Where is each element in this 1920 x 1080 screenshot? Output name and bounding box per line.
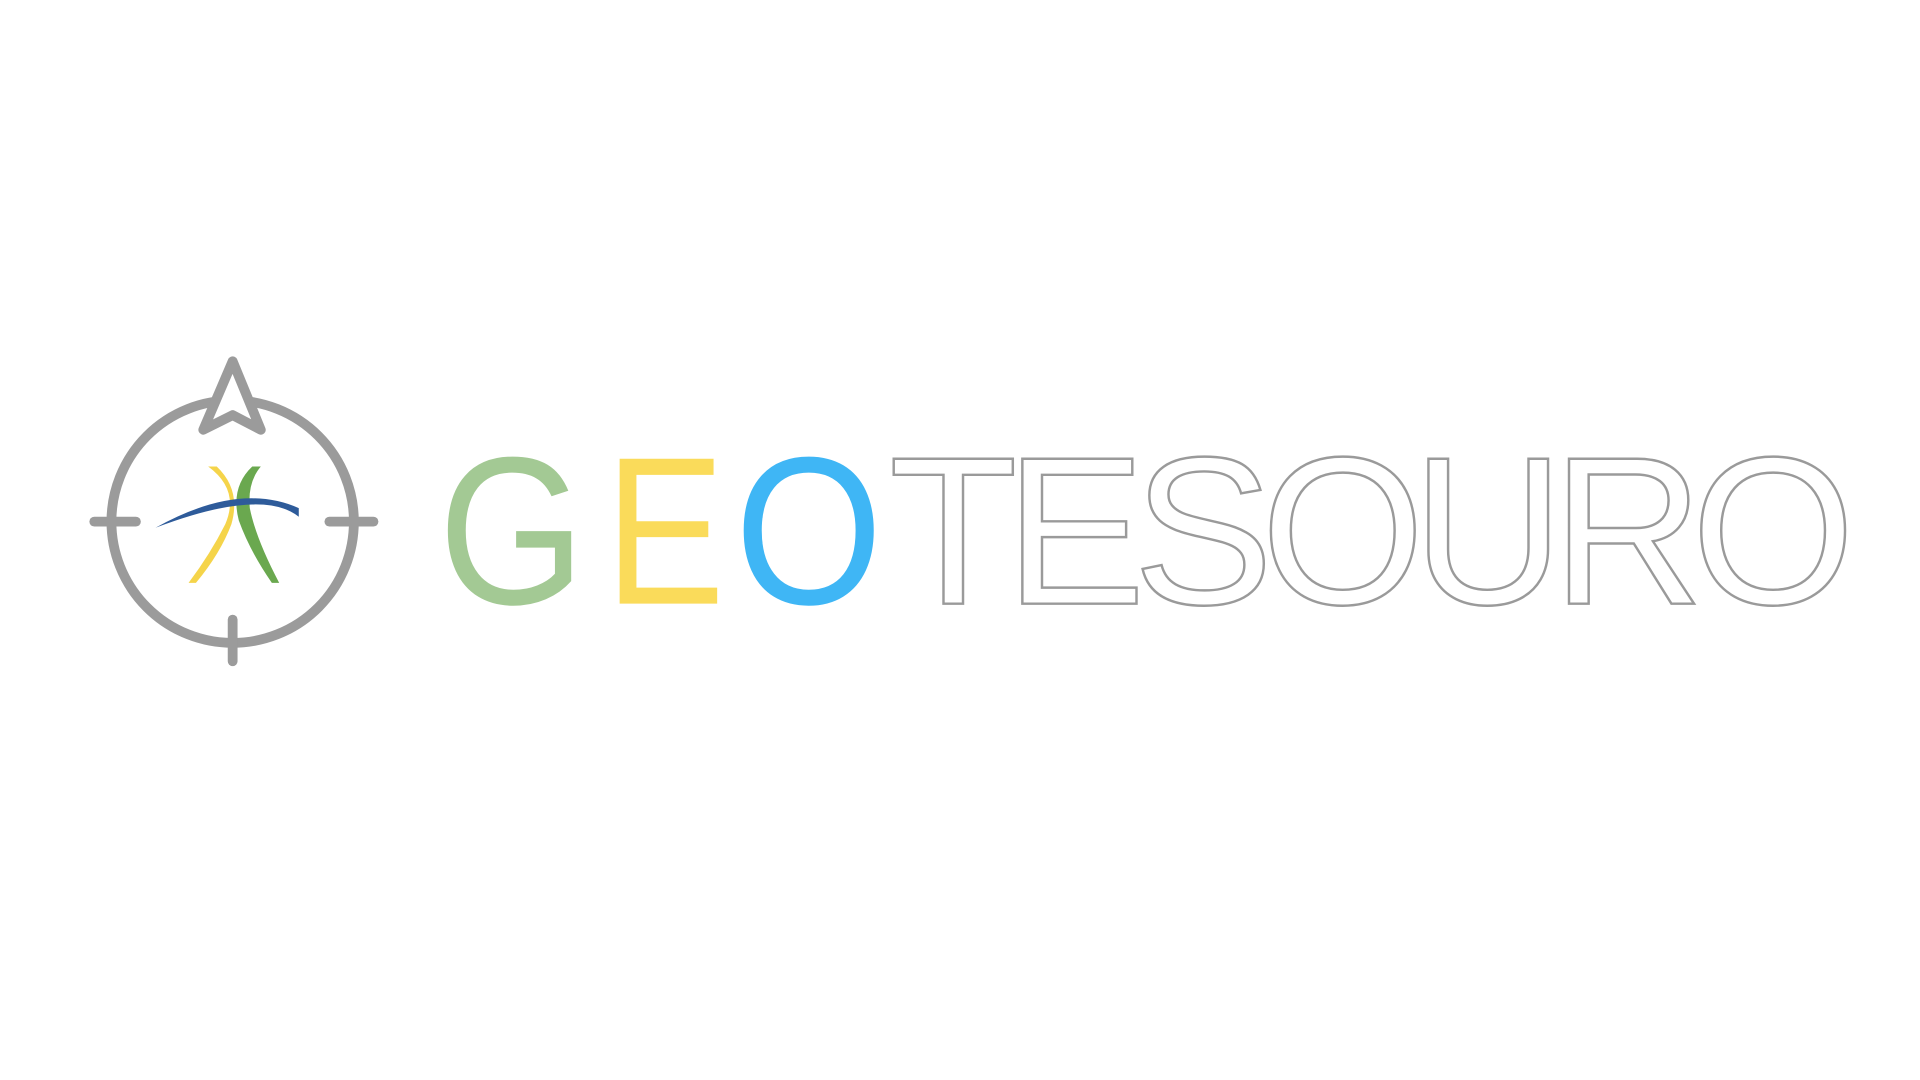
logo-word-tesouro: TESOURO bbox=[889, 413, 1855, 649]
logo: G E O TESOURO bbox=[89, 356, 1856, 667]
figure-blue bbox=[155, 498, 299, 528]
figure-yellow bbox=[188, 466, 235, 583]
logo-letter-o: O bbox=[735, 413, 883, 649]
logo-letter-e: E bbox=[605, 413, 725, 649]
logo-letter-g: G bbox=[438, 413, 585, 649]
figure-green bbox=[236, 466, 280, 583]
compass-ring bbox=[106, 395, 359, 648]
compass-arrow bbox=[198, 356, 266, 435]
compass-icon bbox=[89, 356, 379, 667]
